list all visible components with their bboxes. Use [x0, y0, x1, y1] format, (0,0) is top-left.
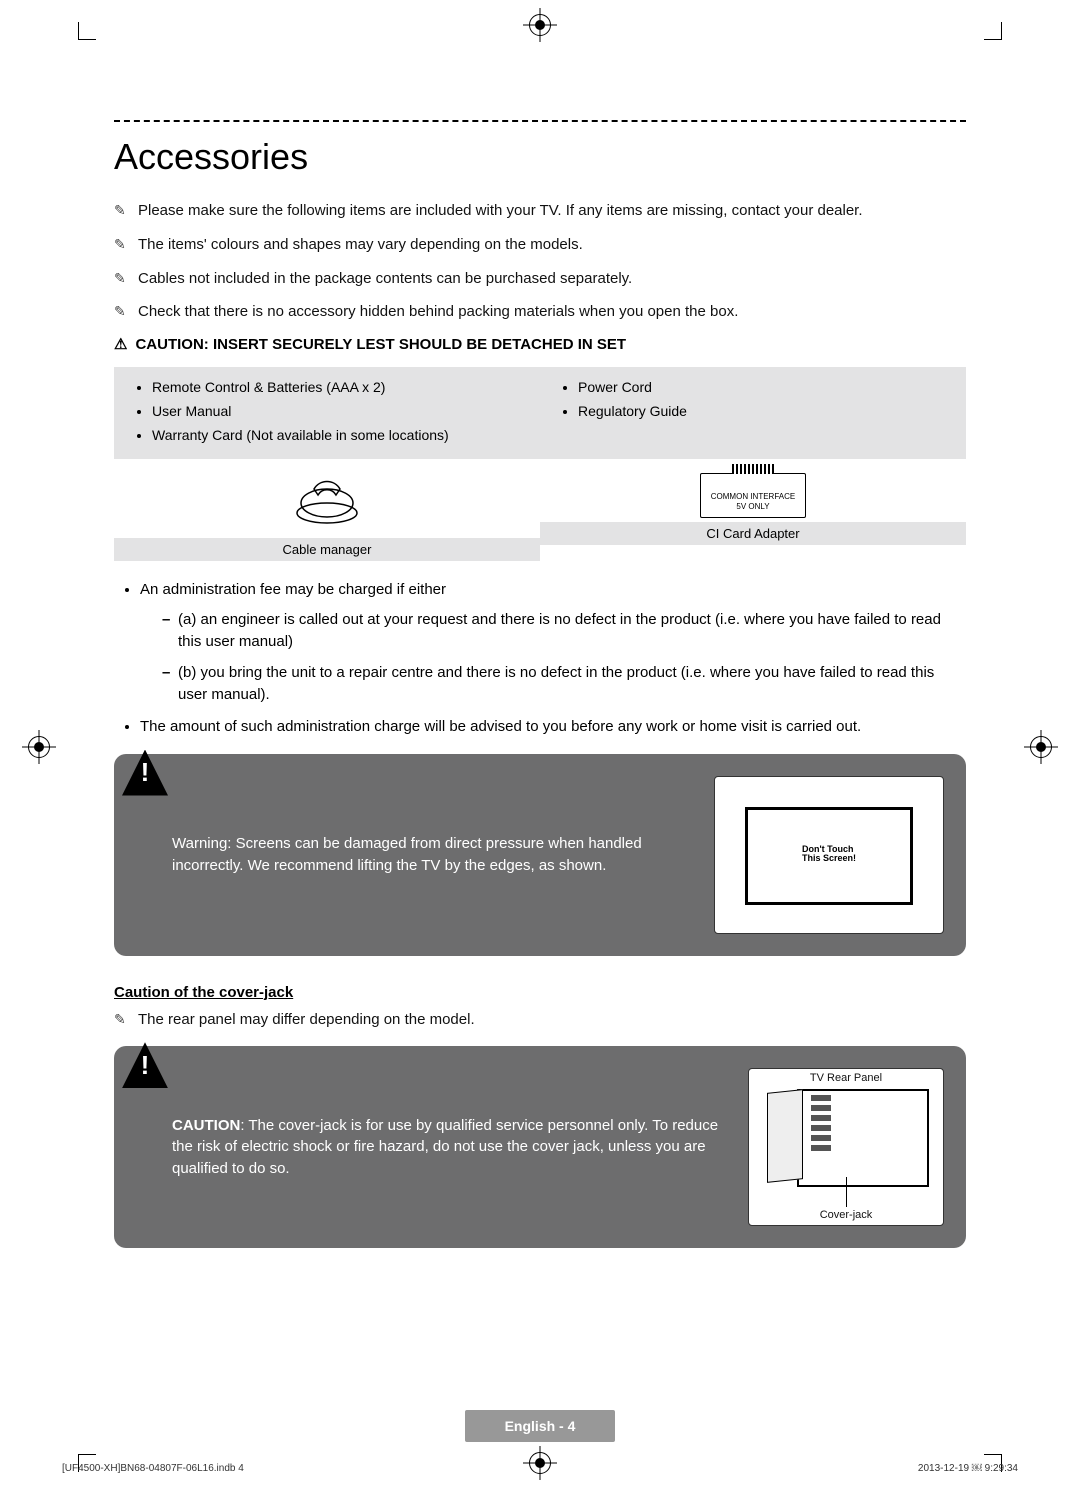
- crop-mark: [78, 6, 112, 40]
- admin-fee-intro: An administration fee may be charged if …: [140, 579, 966, 706]
- doc-footer-left: [UF4500-XH]BN68-04807F-06L16.indb 4: [62, 1463, 244, 1474]
- note-item: Cables not included in the package conte…: [114, 268, 966, 290]
- warning-icon: !: [122, 1042, 168, 1088]
- note-item: The items' colours and shapes may vary d…: [114, 234, 966, 256]
- admin-fee-intro-text: An administration fee may be charged if …: [140, 581, 446, 598]
- included-item: Regulatory Guide: [578, 403, 946, 419]
- admin-fee-amount: The amount of such administration charge…: [140, 716, 966, 738]
- rear-illus-bottom-label: Cover-jack: [749, 1209, 943, 1221]
- admin-fee-list: An administration fee may be charged if …: [114, 579, 966, 738]
- doc-footer: [UF4500-XH]BN68-04807F-06L16.indb 4 2013…: [62, 1463, 1018, 1474]
- crop-mark: [968, 6, 1002, 40]
- cover-jack-note-list: The rear panel may differ depending on t…: [114, 1009, 966, 1031]
- warning-panel: ! Warning: Screens can be damaged from d…: [114, 754, 966, 956]
- included-item: Warranty Card (Not available in some loc…: [152, 427, 520, 443]
- included-left: Remote Control & Batteries (AAA x 2) Use…: [134, 379, 520, 451]
- ci-card-cell: COMMON INTERFACE 5V ONLY CI Card Adapter: [540, 473, 966, 561]
- ci-card-text-bottom: 5V ONLY: [711, 502, 795, 512]
- cover-jack-text: CAUTION: The cover-jack is for use by qu…: [172, 1115, 728, 1180]
- lifting-illustration: Don't Touch This Screen!: [714, 776, 944, 934]
- caution-label: CAUTION: [172, 1117, 240, 1134]
- rear-illus-top-label: TV Rear Panel: [749, 1072, 943, 1084]
- cable-manager-cell: Cable manager: [114, 473, 540, 561]
- included-item: Remote Control & Batteries (AAA x 2): [152, 379, 520, 395]
- page-footer: English - 4: [0, 1410, 1080, 1442]
- warning-icon: !: [122, 750, 168, 796]
- cover-jack-caution-text: : The cover-jack is for use by qualified…: [172, 1117, 718, 1178]
- cover-jack-panel: ! CAUTION: The cover-jack is for use by …: [114, 1046, 966, 1248]
- page-body: Accessories Please make sure the followi…: [114, 120, 966, 1276]
- included-right: Power Cord Regulatory Guide: [560, 379, 946, 451]
- admin-fee-b: (b) you bring the unit to a repair centr…: [162, 662, 966, 706]
- note-item: Please make sure the following items are…: [114, 200, 966, 222]
- included-item: Power Cord: [578, 379, 946, 395]
- accessory-icons: Cable manager COMMON INTERFACE 5V ONLY C…: [114, 473, 966, 561]
- ci-card-text-top: COMMON INTERFACE: [711, 492, 795, 502]
- cable-manager-label: Cable manager: [114, 538, 540, 561]
- included-item: User Manual: [152, 403, 520, 419]
- caution-heading: CAUTION: INSERT SECURELY LEST SHOULD BE …: [114, 335, 966, 353]
- ci-card-icon: COMMON INTERFACE 5V ONLY: [700, 473, 806, 518]
- print-register-right: [1030, 736, 1052, 758]
- print-register-top: [529, 14, 551, 36]
- page-number: English - 4: [465, 1410, 616, 1442]
- illus-caption: Don't Touch This Screen!: [802, 845, 856, 865]
- cover-jack-note: The rear panel may differ depending on t…: [114, 1009, 966, 1031]
- cable-manager-icon: [292, 473, 362, 529]
- ci-card-label: CI Card Adapter: [540, 522, 966, 545]
- warning-text: Warning: Screens can be damaged from dir…: [172, 833, 694, 877]
- doc-footer-right: 2013-12-19 ￼ 9:29:34: [918, 1463, 1018, 1474]
- included-items-box: Remote Control & Batteries (AAA x 2) Use…: [114, 367, 966, 459]
- section-rule: [114, 120, 966, 122]
- note-list: Please make sure the following items are…: [114, 200, 966, 323]
- print-register-left: [28, 736, 50, 758]
- admin-fee-a: (a) an engineer is called out at your re…: [162, 609, 966, 653]
- note-item: Check that there is no accessory hidden …: [114, 301, 966, 323]
- page-title: Accessories: [114, 136, 966, 178]
- rear-panel-illustration: TV Rear Panel Cover-jack: [748, 1068, 944, 1226]
- cover-jack-heading: Caution of the cover-jack: [114, 984, 966, 1001]
